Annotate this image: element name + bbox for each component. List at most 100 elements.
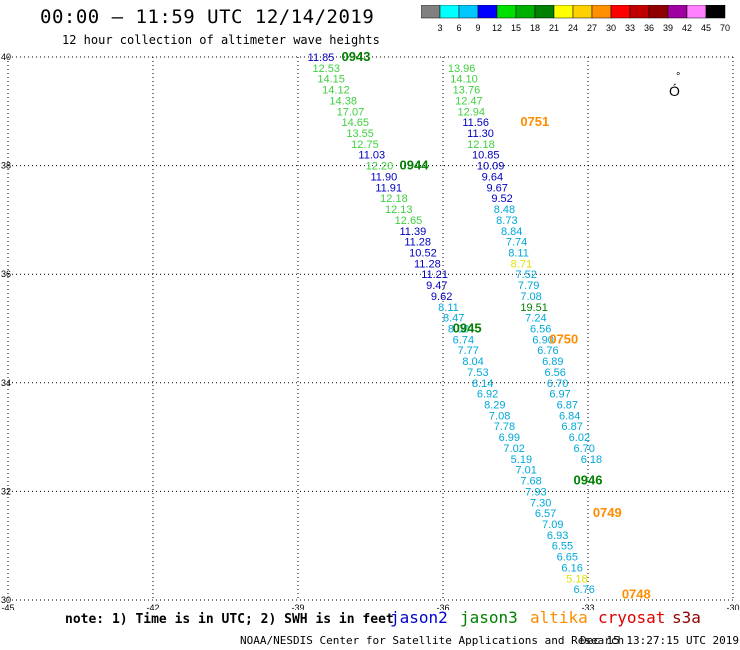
wave-height-value: 14.12 — [322, 85, 350, 97]
wave-height-value: 6.97 — [549, 389, 570, 401]
wave-height-value: 13.76 — [453, 85, 481, 97]
wave-height-value: 9.52 — [491, 193, 512, 205]
latitude-tick-label: 30 — [1, 595, 11, 605]
wave-height-value: 6.70 — [547, 378, 568, 390]
wave-height-value: 6.99 — [499, 432, 520, 444]
colorbar-label: 15 — [511, 23, 521, 33]
wave-height-value: 8.47 — [443, 313, 464, 325]
wave-height-value: 7.08 — [520, 291, 541, 303]
wave-height-value: 9.67 — [487, 182, 508, 194]
pass-time-label: 0946 — [574, 473, 603, 488]
wave-height-value: 11.39 — [400, 226, 427, 238]
wave-height-value: 9.47 — [426, 280, 447, 292]
colorbar-label: 70 — [720, 23, 730, 33]
wave-height-value: 7.53 — [467, 367, 488, 379]
wave-height-value: 17.07 — [337, 106, 365, 118]
wave-height-value: 14.15 — [317, 74, 345, 86]
wave-height-value: 6.76 — [574, 584, 595, 596]
pass-time-label: 0750 — [549, 331, 578, 346]
longitude-tick-label: -39 — [291, 603, 304, 610]
wave-height-value: 8.48 — [494, 204, 515, 216]
legend-item-altika: altika — [530, 608, 588, 627]
wave-height-value: 6.74 — [453, 334, 474, 346]
longitude-tick-label: -36 — [436, 603, 449, 610]
wave-height-value: 6.55 — [552, 541, 573, 553]
wave-height-value: 6.89 — [542, 356, 563, 368]
wave-height-value: 12.20 — [366, 161, 394, 173]
pass-time-label: 0943 — [342, 49, 371, 64]
wave-height-value: 8.04 — [462, 356, 483, 368]
wave-height-value: 5.18 — [566, 573, 587, 585]
wave-height-value: 8.14 — [472, 378, 493, 390]
wave-height-value: 7.24 — [525, 313, 546, 325]
wave-height-value: 10.52 — [409, 247, 437, 259]
wave-height-value: 7.68 — [520, 476, 541, 488]
wave-height-value: 14.65 — [342, 117, 370, 129]
wave-height-value: 7.09 — [542, 519, 563, 531]
latitude-tick-label: 40 — [1, 52, 11, 62]
colorbar-label: 39 — [663, 23, 673, 33]
colorbar-swatch — [705, 5, 726, 19]
colorbar-label: 45 — [701, 23, 711, 33]
wave-height-value: 11.85 — [308, 52, 335, 64]
map-subtitle: 12 hour collection of altimeter wave hei… — [62, 33, 380, 47]
longitude-tick-label: -33 — [581, 603, 594, 610]
wave-height-value: 11.30 — [467, 128, 494, 140]
wave-height-value: 6.65 — [557, 552, 578, 564]
colorbar-label: 9 — [475, 23, 480, 33]
wave-height-value: 19.51 — [520, 302, 548, 314]
pass-time-label: 0945 — [453, 321, 482, 336]
wave-height-value: 11.28 — [404, 237, 431, 249]
wave-height-value: 8.11 — [438, 302, 459, 314]
wave-height-value: 6.56 — [530, 324, 551, 336]
colorbar-label: 3 — [437, 23, 442, 33]
colorbar-label: 36 — [644, 23, 654, 33]
colorbar-label: 27 — [587, 23, 597, 33]
wave-height-value: 11.91 — [375, 182, 402, 194]
longitude-tick-label: -45 — [1, 603, 14, 610]
wave-height-value: 6.76 — [537, 345, 558, 357]
generation-timestamp: Dec 15 13:27:15 UTC 2019 — [580, 634, 739, 647]
island-marker: ° — [676, 71, 680, 83]
wave-height-value: 12.18 — [380, 193, 408, 205]
wave-height-value: 14.38 — [329, 95, 357, 107]
wave-height-value: 8.29 — [484, 400, 505, 412]
wave-height-value: 6.92 — [477, 389, 498, 401]
legend-item-jason3: jason3 — [460, 608, 518, 627]
wave-height-value: 12.18 — [467, 139, 495, 151]
wave-height-value: 6.90 — [532, 334, 553, 346]
wave-height-value: 12.53 — [313, 63, 341, 75]
wave-height-value: 12.75 — [351, 139, 379, 151]
map-title: 00:00 – 11:59 UTC 12/14/2019 — [40, 6, 375, 28]
wave-height-value: 11.21 — [421, 269, 448, 281]
wave-height-value: 12.65 — [395, 215, 423, 227]
wave-height-value: 8.11 — [508, 247, 529, 259]
legend-item-jason2: jason2 — [390, 608, 448, 627]
wave-height-value: 8.84 — [501, 226, 522, 238]
legend-item-s3a: s3a — [672, 608, 701, 627]
latitude-tick-label: 36 — [1, 269, 11, 279]
colorbar-label: 30 — [606, 23, 616, 33]
wave-height-value: 6.57 — [535, 508, 556, 520]
latitude-tick-label: 34 — [1, 378, 11, 388]
wave-height-value: 6.70 — [574, 443, 595, 455]
wave-height-value: 7.30 — [530, 497, 551, 509]
island-marker: Ó — [669, 83, 680, 99]
colorbar-label: 33 — [625, 23, 635, 33]
wave-height-value: 13.55 — [346, 128, 374, 140]
latitude-tick-label: 38 — [1, 161, 11, 171]
wave-height-value: 7.02 — [503, 443, 524, 455]
wave-height-value: 7.08 — [489, 410, 510, 422]
wave-height-value: 12.94 — [458, 106, 486, 118]
wave-height-value: 12.13 — [385, 204, 413, 216]
colorbar-label: 21 — [549, 23, 559, 33]
wave-height-value: 8.00 — [448, 324, 469, 336]
wave-height-value: 6.93 — [547, 530, 568, 542]
wave-height-value: 7.74 — [506, 237, 527, 249]
wave-height-value: 9.62 — [431, 291, 452, 303]
colorbar-label: 42 — [682, 23, 692, 33]
pass-time-label: 0751 — [520, 114, 549, 129]
wave-height-value: 6.16 — [561, 562, 582, 574]
wave-height-value: 11.03 — [358, 150, 385, 162]
wave-height-value: 7.01 — [516, 465, 537, 477]
